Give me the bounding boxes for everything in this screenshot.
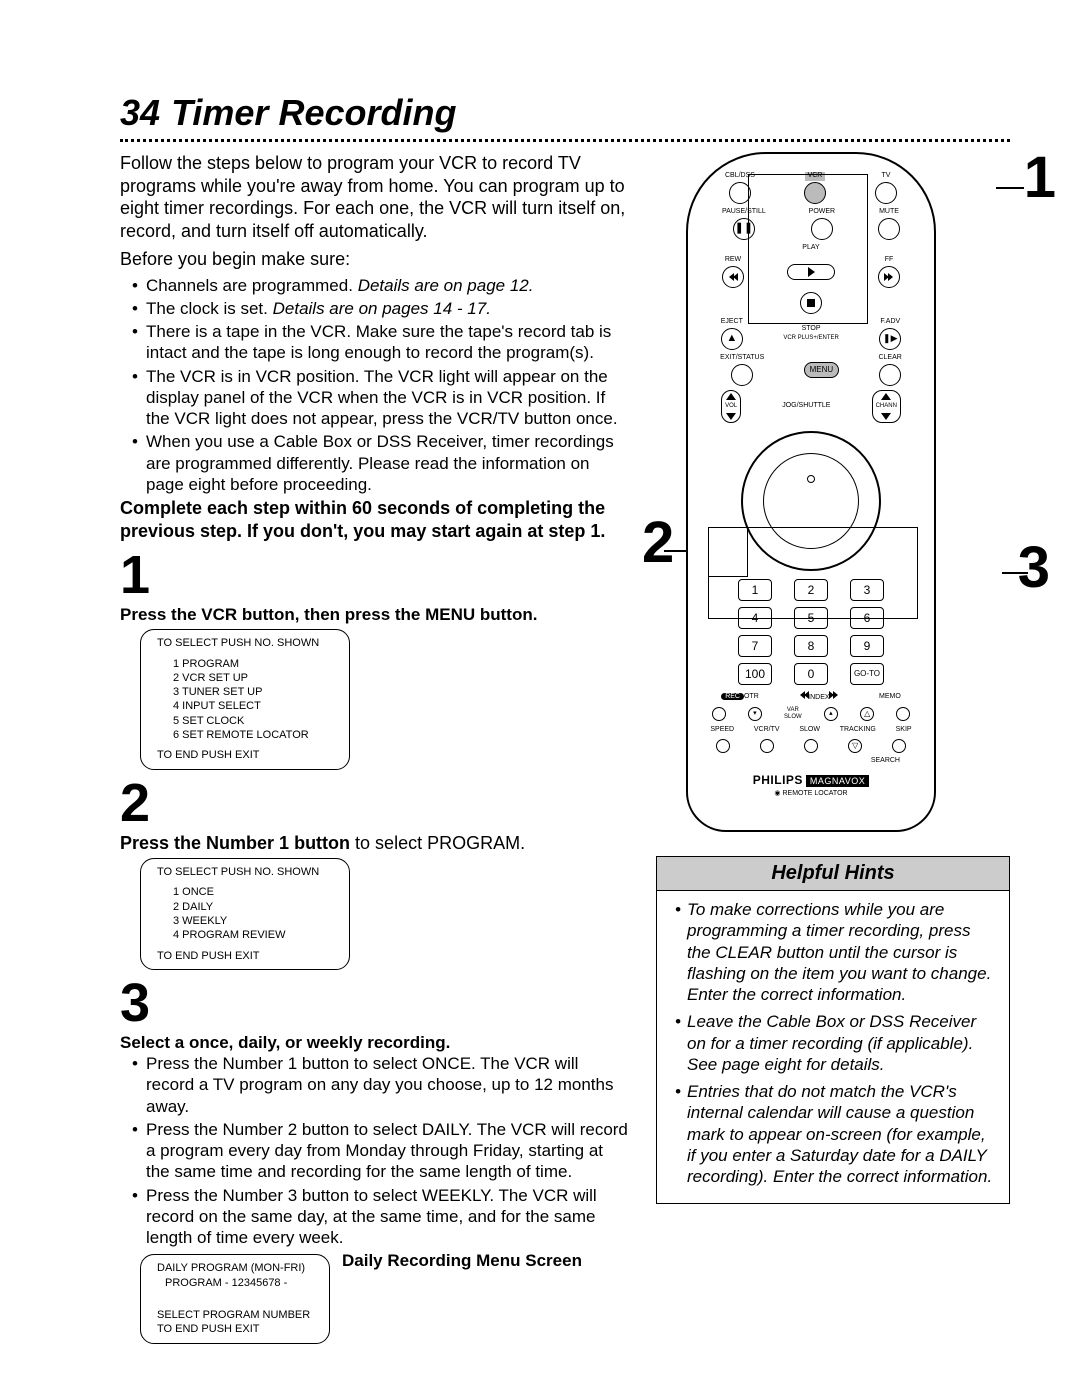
- remote-body: CBL/DSS VCR TV PAUSE/STILL❚❚ POWER MUTE …: [686, 152, 936, 832]
- callout-3: 3: [1018, 532, 1050, 605]
- clear-button[interactable]: [879, 364, 901, 386]
- small-button[interactable]: [896, 707, 910, 721]
- list-item: Channels are programmed. Details are on …: [132, 275, 630, 296]
- step-2-number: 2: [120, 776, 630, 830]
- list-item: When you use a Cable Box or DSS Receiver…: [132, 431, 630, 495]
- remote-locator-label: ◉ REMOTE LOCATOR: [702, 790, 920, 799]
- list-item: The VCR is in VCR position. The VCR ligh…: [132, 366, 630, 430]
- menu-screen-2: TO SELECT PUSH NO. SHOWN 1 ONCE 2 DAILY …: [140, 858, 350, 970]
- slow-button[interactable]: [804, 739, 818, 753]
- leader-line: [1002, 572, 1028, 574]
- prereq-list: Channels are programmed. Details are on …: [120, 275, 630, 496]
- step-1-number: 1: [120, 548, 630, 602]
- remote-diagram: 1 2 3 CBL/DSS VCR TV PAUSE/STILL❚❚ POWER…: [686, 152, 1006, 832]
- page-title: Timer Recording: [171, 92, 456, 133]
- content-columns: Follow the steps below to program your V…: [120, 152, 1010, 1348]
- step-3-head: Select a once, daily, or weekly recordin…: [120, 1032, 630, 1053]
- vcrtv-button[interactable]: [760, 739, 774, 753]
- small-button[interactable]: [712, 707, 726, 721]
- helpful-hints-box: Helpful Hints To make corrections while …: [656, 856, 1010, 1204]
- highlight-box-2: [708, 527, 748, 577]
- rew-button[interactable]: [722, 266, 744, 288]
- ff-button[interactable]: [878, 266, 900, 288]
- speed-button[interactable]: [716, 739, 730, 753]
- key-9[interactable]: 9: [850, 635, 884, 657]
- list-item: Press the Number 3 button to select WEEK…: [132, 1185, 630, 1249]
- fadv-button[interactable]: ❚▶: [879, 328, 901, 350]
- leader-line: [996, 187, 1024, 189]
- eject-button[interactable]: ▲: [721, 328, 743, 350]
- hint-item: To make corrections while you are progra…: [675, 899, 997, 1005]
- hints-title: Helpful Hints: [657, 857, 1009, 891]
- hint-item: Entries that do not match the VCR's inte…: [675, 1081, 997, 1187]
- daily-menu-label: Daily Recording Menu Screen: [342, 1250, 582, 1272]
- key-goto[interactable]: GO-TO: [850, 663, 884, 685]
- small-button[interactable]: △: [860, 707, 874, 721]
- tracking-button[interactable]: ▽: [848, 739, 862, 753]
- mute-button[interactable]: [878, 218, 900, 240]
- step-1-head: Press the VCR button, then press the MEN…: [120, 604, 630, 625]
- right-column: 1 2 3 CBL/DSS VCR TV PAUSE/STILL❚❚ POWER…: [656, 152, 1010, 1348]
- jog-shuttle[interactable]: [741, 431, 881, 571]
- key-7[interactable]: 7: [738, 635, 772, 657]
- intro-text: Follow the steps below to program your V…: [120, 152, 630, 242]
- left-column: Follow the steps below to program your V…: [120, 152, 630, 1348]
- key-8[interactable]: 8: [794, 635, 828, 657]
- hints-list: To make corrections while you are progra…: [657, 891, 1009, 1187]
- list-item: Press the Number 2 button to select DAIL…: [132, 1119, 630, 1183]
- menu-screen-1: TO SELECT PUSH NO. SHOWN 1 PROGRAM 2 VCR…: [140, 629, 350, 769]
- list-item: There is a tape in the VCR. Make sure th…: [132, 321, 630, 364]
- list-item: Press the Number 1 button to select ONCE…: [132, 1053, 630, 1117]
- page-header: 34 Timer Recording: [120, 90, 1010, 142]
- callout-2: 2: [642, 507, 674, 580]
- menu-button[interactable]: MENU: [804, 362, 840, 378]
- step-3-number: 3: [120, 976, 630, 1030]
- step-3-menu-row: DAILY PROGRAM (MON-FRI) PROGRAM - 123456…: [120, 1250, 630, 1347]
- skip-button[interactable]: [892, 739, 906, 753]
- key-0[interactable]: 0: [794, 663, 828, 685]
- exit-button[interactable]: [731, 364, 753, 386]
- var-down[interactable]: ▾: [748, 707, 762, 721]
- step-3-list: Press the Number 1 button to select ONCE…: [120, 1053, 630, 1248]
- search-label: SEARCH: [702, 757, 920, 766]
- hint-item: Leave the Cable Box or DSS Receiver on f…: [675, 1011, 997, 1075]
- channel-rocker[interactable]: CHANN: [872, 390, 901, 424]
- key-100[interactable]: 100: [738, 663, 772, 685]
- list-item: The clock is set. Details are on pages 1…: [132, 298, 630, 319]
- vol-rocker[interactable]: VOL: [721, 390, 741, 424]
- step-2-head: Press the Number 1 button to select PROG…: [120, 832, 630, 855]
- menu-screen-3: DAILY PROGRAM (MON-FRI) PROGRAM - 123456…: [140, 1254, 330, 1343]
- highlight-box-1: [748, 174, 868, 324]
- brand-label: PHILIPSMAGNAVOX: [702, 773, 920, 788]
- before-heading: Before you begin make sure:: [120, 248, 630, 271]
- callout-1: 1: [1024, 142, 1056, 215]
- warning-text: Complete each step within 60 seconds of …: [120, 497, 630, 542]
- tv-button[interactable]: [875, 182, 897, 204]
- var-up[interactable]: ▴: [824, 707, 838, 721]
- page-number: 34: [120, 92, 160, 133]
